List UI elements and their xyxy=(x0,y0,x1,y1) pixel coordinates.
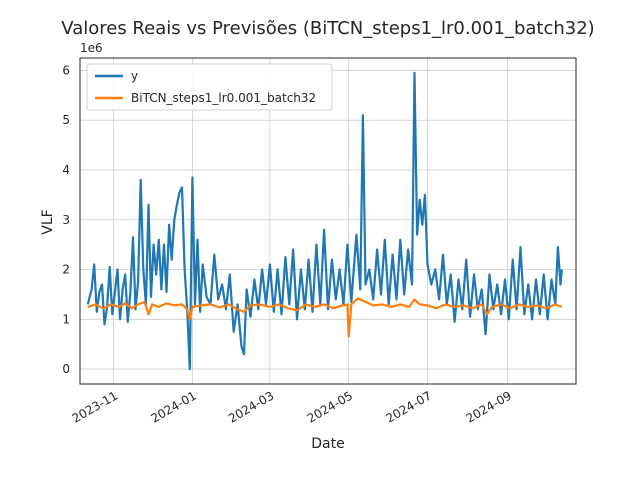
x-axis-label: Date xyxy=(311,436,344,452)
series-line-BiTCN_steps1_lr0.001_batch32 xyxy=(87,297,563,338)
legend-label: BiTCN_steps1_lr0.001_batch32 xyxy=(131,91,316,105)
chart-title: Valores Reais vs Previsões (BiTCN_steps1… xyxy=(61,18,594,39)
y-axis-ticks: 0 1 2 3 4 5 6 xyxy=(62,63,70,376)
y-tick-label: 2 xyxy=(62,263,70,277)
y-offset-label: 1e6 xyxy=(80,41,103,55)
y-axis-label: VLF xyxy=(40,209,56,234)
series-line-y xyxy=(86,71,563,371)
legend-box xyxy=(86,63,333,111)
y-tick-label: 0 xyxy=(62,362,70,376)
series-layer xyxy=(86,71,563,371)
y-tick-label: 1 xyxy=(62,312,70,326)
y-tick-label: 3 xyxy=(62,213,70,227)
y-tick-label: 5 xyxy=(62,113,70,127)
legend: y BiTCN_steps1_lr0.001_batch32 xyxy=(86,63,333,111)
legend-label: y xyxy=(131,69,138,83)
y-tick-label: 6 xyxy=(62,63,70,77)
plot-frame xyxy=(79,57,577,385)
y-tick-label: 4 xyxy=(62,163,70,177)
